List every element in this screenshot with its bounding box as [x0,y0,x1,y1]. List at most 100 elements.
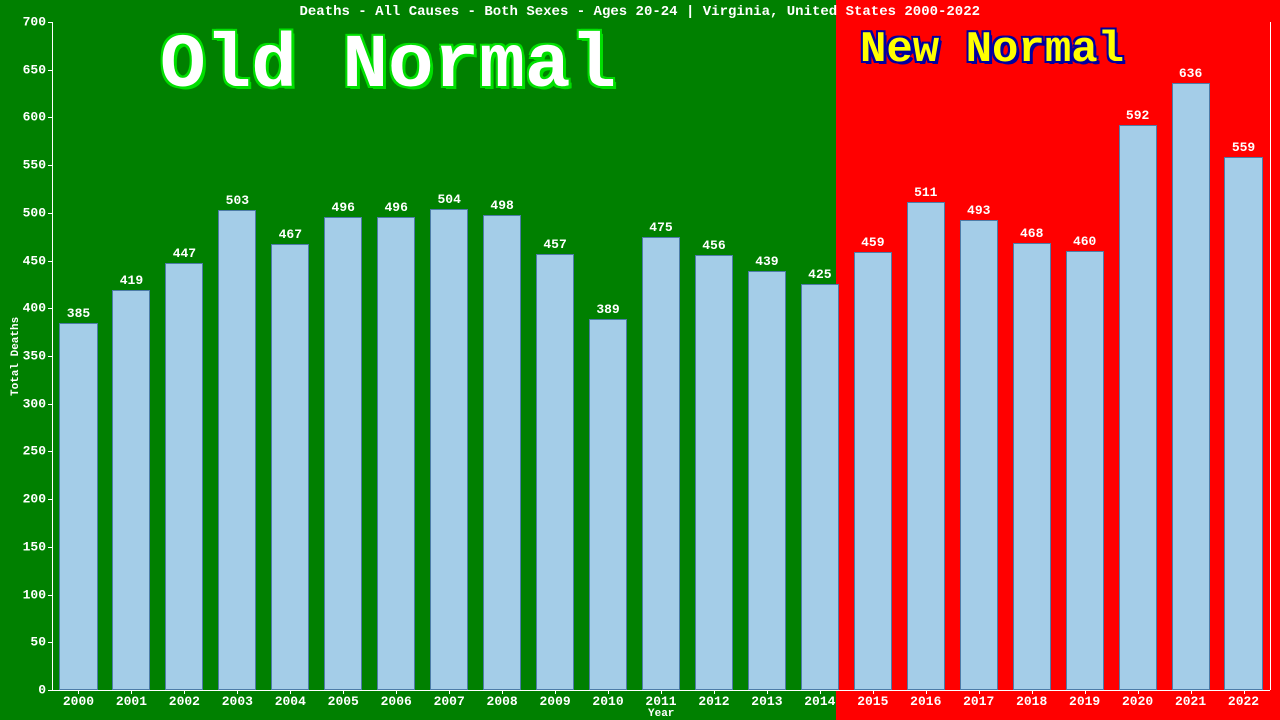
bar [536,254,574,690]
bar-value-label: 592 [1126,108,1149,123]
x-tick-label: 2012 [698,694,729,709]
bar-value-label: 457 [543,237,566,252]
bar-value-label: 511 [914,185,937,200]
y-tick-label: 400 [6,301,46,316]
x-tick-mark [237,690,238,694]
y-tick-label: 100 [6,587,46,602]
x-tick-label: 2001 [116,694,147,709]
axis-line [1270,22,1271,690]
y-tick-mark [48,499,52,500]
y-tick-mark [48,690,52,691]
bar [112,290,150,690]
y-axis-title: Total Deaths [10,317,22,396]
x-tick-label: 2005 [328,694,359,709]
bar-value-label: 447 [173,246,196,261]
chart-root: Deaths - All Causes - Both Sexes - Ages … [0,0,1280,720]
x-tick-mark [767,690,768,694]
x-tick-label: 2019 [1069,694,1100,709]
bar [1013,243,1051,690]
axis-line [52,22,53,690]
bar-value-label: 493 [967,203,990,218]
y-tick-mark [48,308,52,309]
y-tick-mark [48,165,52,166]
bar-value-label: 503 [226,193,249,208]
y-tick-mark [48,595,52,596]
x-tick-mark [873,690,874,694]
y-tick-label: 700 [6,15,46,30]
bar [801,284,839,690]
bar-value-label: 460 [1073,234,1096,249]
x-tick-label: 2011 [645,694,676,709]
y-tick-label: 650 [6,62,46,77]
bar-value-label: 419 [120,273,143,288]
x-tick-label: 2002 [169,694,200,709]
bar [59,323,97,690]
y-tick-mark [48,547,52,548]
x-tick-mark [184,690,185,694]
bar-value-label: 498 [490,198,513,213]
x-tick-mark [449,690,450,694]
bar-value-label: 459 [861,235,884,250]
bar-value-label: 425 [808,267,831,282]
x-tick-label: 2021 [1175,694,1206,709]
bar [324,217,362,690]
x-tick-label: 2020 [1122,694,1153,709]
bar-value-label: 389 [596,302,619,317]
y-tick-label: 200 [6,492,46,507]
x-tick-label: 2010 [592,694,623,709]
bar [1066,251,1104,690]
y-tick-label: 600 [6,110,46,125]
x-tick-mark [78,690,79,694]
x-tick-label: 2018 [1016,694,1047,709]
y-tick-mark [48,404,52,405]
new-normal-text: New Normal [860,28,1124,72]
bar-value-label: 504 [437,192,460,207]
x-tick-label: 2015 [857,694,888,709]
x-tick-label: 2022 [1228,694,1259,709]
x-tick-label: 2006 [381,694,412,709]
y-tick-label: 450 [6,253,46,268]
bar-value-label: 559 [1232,140,1255,155]
bar-value-label: 385 [67,306,90,321]
x-tick-label: 2014 [804,694,835,709]
x-tick-label: 2017 [963,694,994,709]
x-tick-mark [820,690,821,694]
y-tick-mark [48,22,52,23]
y-tick-mark [48,117,52,118]
x-tick-mark [343,690,344,694]
new-normal-region [836,0,1280,720]
chart-title: Deaths - All Causes - Both Sexes - Ages … [300,4,981,20]
x-tick-mark [555,690,556,694]
bar [218,210,256,690]
bar-value-label: 456 [702,238,725,253]
bar-value-label: 496 [332,200,355,215]
x-tick-label: 2016 [910,694,941,709]
y-tick-label: 150 [6,539,46,554]
x-tick-mark [396,690,397,694]
bar [854,252,892,690]
bar [377,217,415,690]
y-tick-mark [48,70,52,71]
x-tick-mark [661,690,662,694]
x-tick-mark [926,690,927,694]
bar [1224,157,1262,690]
y-tick-mark [48,261,52,262]
y-tick-label: 250 [6,444,46,459]
bar [748,271,786,690]
bar [907,202,945,690]
y-tick-mark [48,642,52,643]
bar-value-label: 439 [755,254,778,269]
bar [695,255,733,690]
y-tick-label: 300 [6,396,46,411]
x-tick-mark [1191,690,1192,694]
x-tick-label: 2004 [275,694,306,709]
x-tick-label: 2000 [63,694,94,709]
bar-value-label: 467 [279,227,302,242]
x-tick-mark [1244,690,1245,694]
y-tick-mark [48,356,52,357]
y-tick-label: 50 [6,635,46,650]
bar [271,244,309,690]
bar [165,263,203,690]
x-tick-label: 2007 [434,694,465,709]
bar [589,319,627,690]
